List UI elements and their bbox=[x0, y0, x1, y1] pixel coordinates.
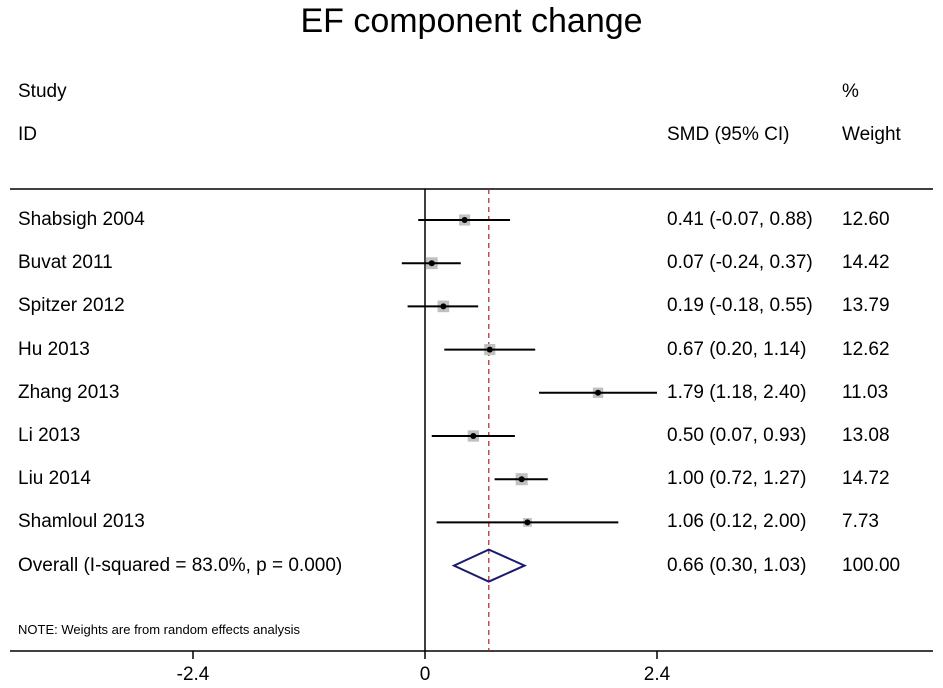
header-id: ID bbox=[18, 124, 37, 145]
study-label: Buvat 2011 bbox=[18, 252, 113, 274]
chart-title: EF component change bbox=[300, 2, 643, 40]
study-weight-text: 13.79 bbox=[842, 295, 890, 317]
header-weight-pct: % bbox=[842, 81, 859, 102]
x-tick-label: 0 bbox=[419, 664, 431, 685]
study-ci-text: 1.00 (0.72, 1.27) bbox=[667, 468, 807, 490]
study-label: Zhang 2013 bbox=[18, 381, 120, 403]
overall-diamond bbox=[451, 548, 528, 583]
study-weight-text: 7.73 bbox=[842, 511, 879, 533]
header-effect: SMD (95% CI) bbox=[667, 124, 790, 145]
point-estimate bbox=[461, 217, 468, 223]
study-ci-text: 0.67 (0.20, 1.14) bbox=[667, 338, 807, 360]
point-estimate bbox=[524, 519, 531, 526]
study-weight-text: 11.03 bbox=[842, 381, 889, 403]
point-estimate bbox=[428, 260, 435, 267]
study-ci-text: 0.19 (-0.18, 0.55) bbox=[667, 295, 813, 317]
overall-label: Overall (I-squared = 83.0%, p = 0.000) bbox=[18, 554, 343, 576]
study-label: Shamloul 2013 bbox=[18, 511, 145, 533]
x-tick-label: -2.4 bbox=[176, 664, 210, 685]
x-tick-label: 2.4 bbox=[643, 664, 671, 685]
study-ci-text: 0.07 (-0.24, 0.37) bbox=[667, 252, 813, 274]
study-weight-text: 14.72 bbox=[842, 468, 890, 490]
point-estimate bbox=[595, 389, 602, 396]
point-estimate bbox=[440, 303, 447, 310]
point-estimate bbox=[518, 476, 525, 483]
header-weight: Weight bbox=[842, 124, 901, 145]
study-ci-text: 0.41 (-0.07, 0.88) bbox=[667, 209, 813, 230]
study-weight-text: 12.60 bbox=[842, 209, 890, 230]
study-label: Liu 2014 bbox=[18, 468, 91, 490]
header-study: Study bbox=[18, 81, 67, 102]
point-estimate bbox=[470, 433, 477, 439]
footnote: NOTE: Weights are from random effects an… bbox=[18, 622, 301, 637]
study-label: Li 2013 bbox=[18, 425, 81, 446]
study-label: Hu 2013 bbox=[18, 338, 90, 360]
study-label: Spitzer 2012 bbox=[18, 295, 125, 317]
study-ci-text: 1.79 (1.18, 2.40) bbox=[667, 381, 807, 403]
study-label: Shabsigh 2004 bbox=[18, 209, 145, 230]
study-ci-text: 0.50 (0.07, 0.93) bbox=[667, 425, 807, 446]
overall-weight-text: 100.00 bbox=[842, 554, 901, 576]
study-weight-text: 14.42 bbox=[842, 252, 890, 274]
study-ci-text: 1.06 (0.12, 2.00) bbox=[667, 511, 807, 533]
overall-ci-text: 0.66 (0.30, 1.03) bbox=[667, 554, 807, 576]
point-estimate bbox=[486, 346, 493, 353]
study-weight-text: 12.62 bbox=[842, 338, 890, 360]
study-weight-text: 13.08 bbox=[842, 425, 890, 446]
